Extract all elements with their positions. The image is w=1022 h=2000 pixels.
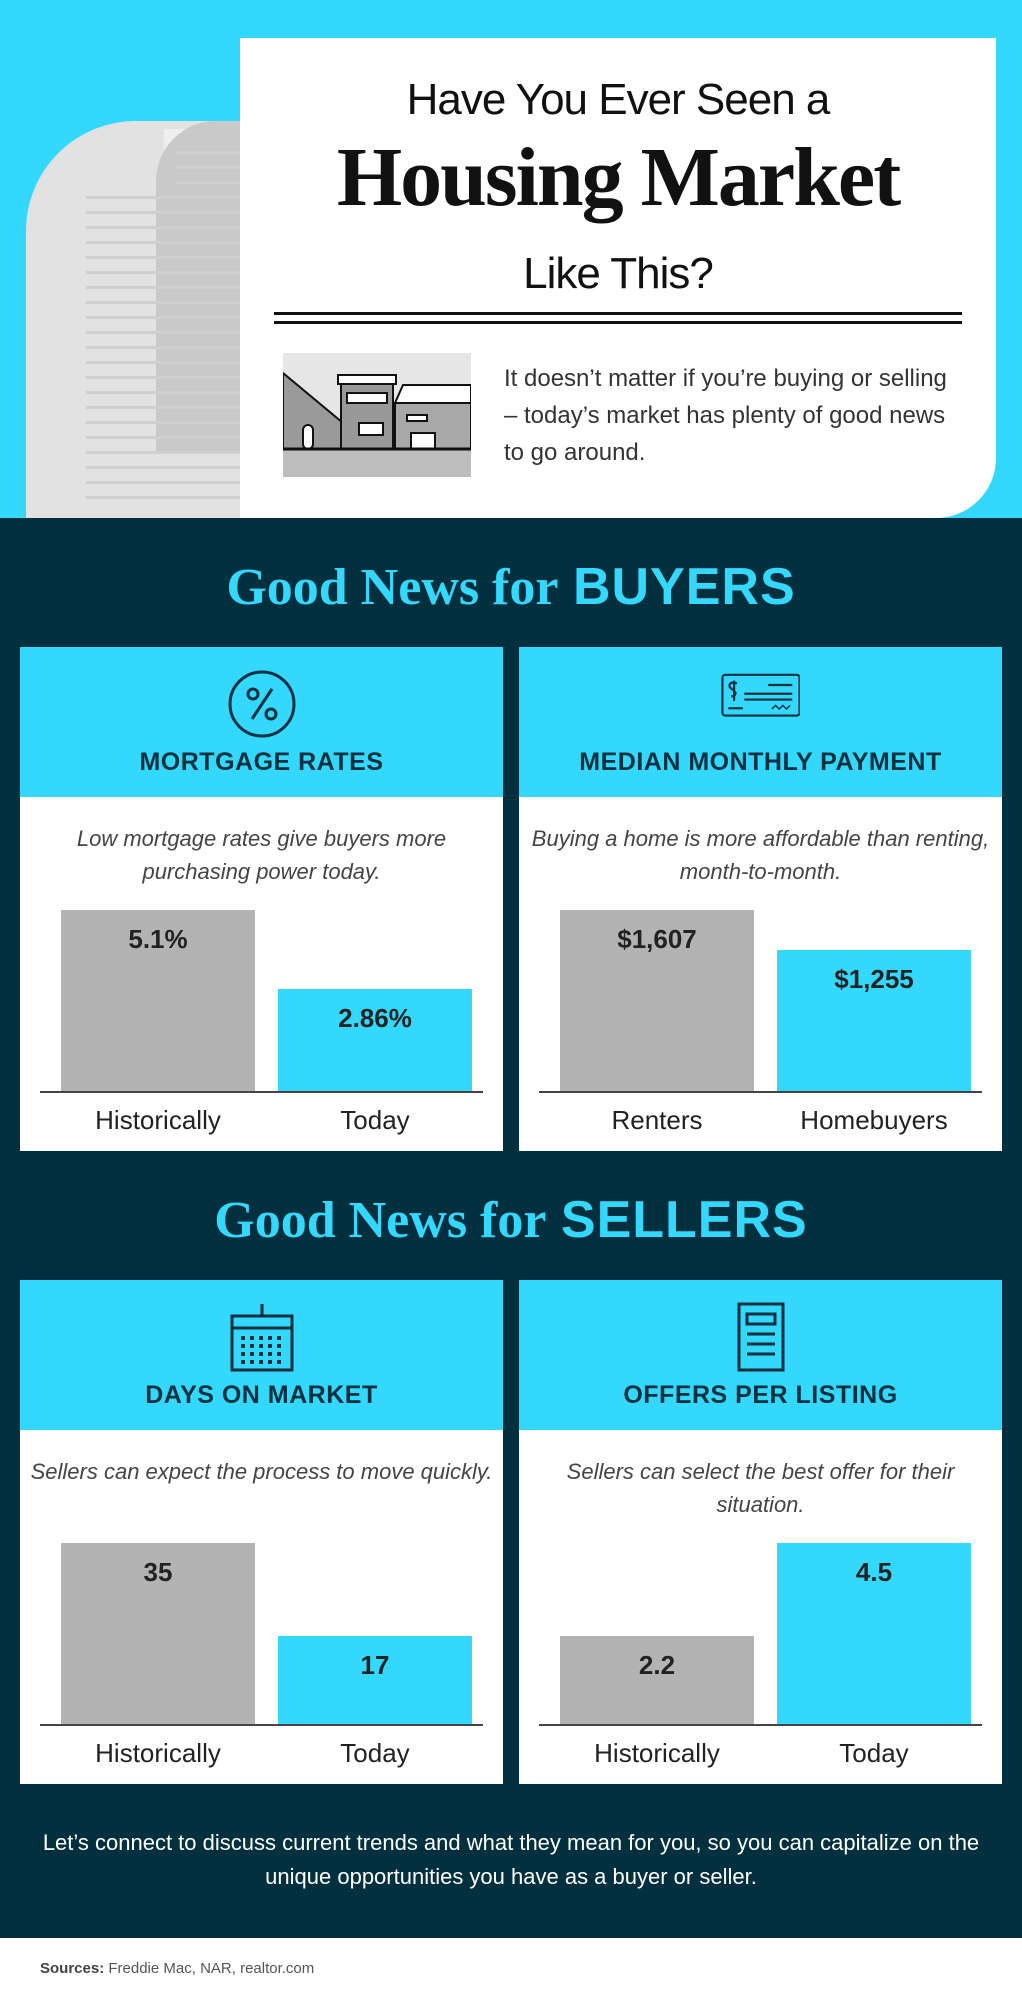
- category-label: Today: [340, 1105, 410, 1135]
- sellers-heading-script: Good News for: [214, 1192, 547, 1249]
- bar-value-label: 35: [143, 1557, 173, 1587]
- intro-text: It doesn’t matter if you’re buying or se…: [504, 365, 947, 466]
- bar-value-label: 5.1%: [128, 924, 188, 954]
- sellers-heading: Good News for SELLERS: [0, 1188, 1022, 1253]
- newspaper-line: [86, 196, 256, 199]
- category-label: Historically: [95, 1105, 221, 1135]
- buyers-heading: Good News for BUYERS: [0, 555, 1022, 620]
- newspaper-line: [176, 181, 256, 184]
- chart-baseline: [40, 1724, 483, 1726]
- newspaper-line: [86, 451, 256, 454]
- document-icon: [721, 1302, 801, 1372]
- newspaper-line: [86, 301, 256, 304]
- offers-per-listing-card: OFFERS PER LISTING Sellers can select th…: [519, 1280, 1002, 1784]
- bar-today: 2.86%: [278, 989, 472, 1091]
- category-label: Today: [340, 1738, 410, 1768]
- newspaper-line: [86, 406, 256, 409]
- card-header: OFFERS PER LISTING: [519, 1280, 1002, 1430]
- bar-today: 4.5: [777, 1543, 971, 1724]
- sources: Sources: Freddie Mac, NAR, realtor.com: [40, 1960, 314, 1977]
- sources-label: Sources:: [40, 1960, 105, 1977]
- bar-historically: 5.1%: [61, 910, 255, 1091]
- bar-homebuyers: $1,255: [777, 950, 971, 1091]
- bar-renters: $1,607: [560, 910, 754, 1091]
- category-label: Today: [839, 1738, 909, 1768]
- bar-value-label: $1,607: [617, 924, 697, 954]
- sellers-heading-bold: SELLERS: [560, 1191, 808, 1249]
- newspaper-line: [86, 271, 256, 274]
- card-description: Sellers can select the best offer for th…: [566, 1459, 955, 1517]
- newspaper-line: [86, 466, 256, 469]
- newspaper-line: [176, 151, 256, 154]
- days-on-market-card: DAYS ON MARKET Sellers can expect the pr…: [20, 1280, 503, 1784]
- buyers-heading-bold: BUYERS: [572, 558, 796, 616]
- category-label: Historically: [95, 1738, 221, 1768]
- newspaper-line: [86, 241, 256, 244]
- card-title: MORTGAGE RATES: [139, 748, 384, 776]
- bar-value-label: 4.5: [855, 1557, 893, 1587]
- card-title: OFFERS PER LISTING: [623, 1381, 898, 1409]
- bar-value-label: $1,255: [834, 964, 914, 994]
- newspaper-page: Have You Ever Seen a Housing Market Like…: [240, 38, 996, 518]
- newspaper-line: [86, 226, 256, 229]
- newspaper-line: [86, 496, 256, 499]
- check-icon: [720, 669, 801, 739]
- hero: Have You Ever Seen a Housing Market Like…: [0, 0, 1022, 518]
- title-line-2: Housing Market: [336, 131, 901, 224]
- newspaper-line: [86, 436, 256, 439]
- newspaper-line: [86, 286, 256, 289]
- newspaper-line: [86, 211, 256, 214]
- bar-value-label: 2.86%: [338, 1003, 412, 1033]
- card-title: DAYS ON MARKET: [145, 1381, 378, 1409]
- median-monthly-payment-card: MEDIAN MONTHLY PAYMENT Buying a home is …: [519, 647, 1002, 1151]
- newspaper-line: [86, 316, 256, 319]
- newspaper-line: [86, 391, 256, 394]
- percent-icon: [222, 669, 302, 739]
- bar-historically: 35: [61, 1543, 255, 1724]
- bar-historically: 2.2: [560, 1636, 754, 1724]
- card-header: DAYS ON MARKET: [20, 1280, 503, 1430]
- newspaper-line: [86, 361, 256, 364]
- title-line-3: Like This?: [523, 249, 714, 298]
- newspaper-line: [86, 481, 256, 484]
- card-header: MEDIAN MONTHLY PAYMENT: [519, 647, 1002, 797]
- bar-value-label: 17: [360, 1650, 390, 1680]
- chart-baseline: [539, 1091, 982, 1093]
- title-line-1: Have You Ever Seen a: [406, 75, 831, 124]
- chart-baseline: [539, 1724, 982, 1726]
- buildings-illustration: [283, 353, 471, 477]
- bar-today: 17: [278, 1636, 472, 1724]
- category-label: Renters: [611, 1105, 703, 1135]
- newspaper-line: [86, 421, 256, 424]
- double-rule-divider: [274, 312, 962, 324]
- newspaper-roll-illustration: [26, 121, 256, 518]
- calendar-icon: [222, 1302, 302, 1372]
- card-description: Sellers can expect the process to move q…: [30, 1459, 493, 1484]
- newspaper-line: [176, 166, 256, 169]
- chart-baseline: [40, 1091, 483, 1093]
- category-label: Historically: [594, 1738, 720, 1768]
- card-header: MORTGAGE RATES: [20, 647, 503, 797]
- bar-value-label: 2.2: [638, 1650, 676, 1680]
- category-label: Homebuyers: [800, 1105, 948, 1135]
- card-description: Low mortgage rates give buyers more purc…: [76, 826, 447, 884]
- newspaper-line: [86, 346, 256, 349]
- sources-text: Freddie Mac, NAR, realtor.com: [108, 1960, 315, 1977]
- card-description: Buying a home is more affordable than re…: [531, 826, 990, 884]
- buyers-heading-script: Good News for: [226, 559, 559, 616]
- newspaper-line: [86, 331, 256, 334]
- mortgage-rates-card: MORTGAGE RATES Low mortgage rates give b…: [20, 647, 503, 1151]
- card-title: MEDIAN MONTHLY PAYMENT: [579, 748, 942, 776]
- newspaper-line: [86, 376, 256, 379]
- newspaper-line: [86, 256, 256, 259]
- call-to-action: Let’s connect to discuss current trends …: [42, 1830, 980, 1889]
